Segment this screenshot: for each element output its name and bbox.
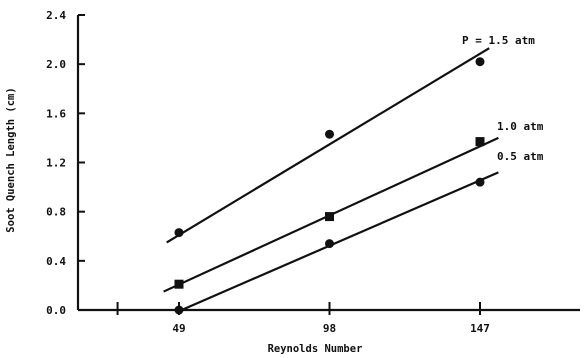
x-ticks: 49 98 147 [116, 302, 490, 335]
data-point [174, 279, 184, 289]
data-point [174, 305, 184, 315]
y-tick-label: 2.4 [46, 9, 66, 22]
data-point [325, 239, 334, 249]
y-tick-label: 1.6 [46, 107, 66, 120]
y-axis-title: Soot Quench Length (cm) [5, 87, 17, 232]
x-tick-label: 98 [323, 322, 336, 335]
x-tick-label: 147 [470, 322, 490, 335]
series-label: 1.0 atm [497, 120, 544, 133]
fit-lines [163, 47, 499, 314]
x-axis-title: Reynolds Number [268, 343, 363, 355]
y-tick-label: 0.8 [46, 206, 66, 219]
y-tick-label: 2.0 [46, 58, 66, 71]
data-point [325, 129, 334, 139]
series-labels: P = 1.5 atm 1.0 atm 0.5 atm [462, 34, 544, 163]
fit-line [166, 47, 490, 244]
data-point [325, 212, 334, 222]
data-points [174, 57, 485, 315]
data-point [475, 57, 485, 67]
x-tick-label: 49 [172, 322, 185, 335]
y-tick-label: 0.4 [46, 255, 66, 268]
data-point [475, 137, 485, 147]
y-ticks: 0.0 0.4 0.8 1.2 1.6 2.0 2.4 [46, 9, 85, 317]
y-tick-label: 1.2 [46, 157, 66, 170]
fit-line [175, 171, 499, 314]
series-label: P = 1.5 atm [462, 34, 535, 47]
series-label: 0.5 atm [497, 150, 544, 163]
y-tick-label: 0.0 [46, 304, 66, 317]
data-point [475, 177, 485, 187]
data-point [174, 228, 184, 238]
